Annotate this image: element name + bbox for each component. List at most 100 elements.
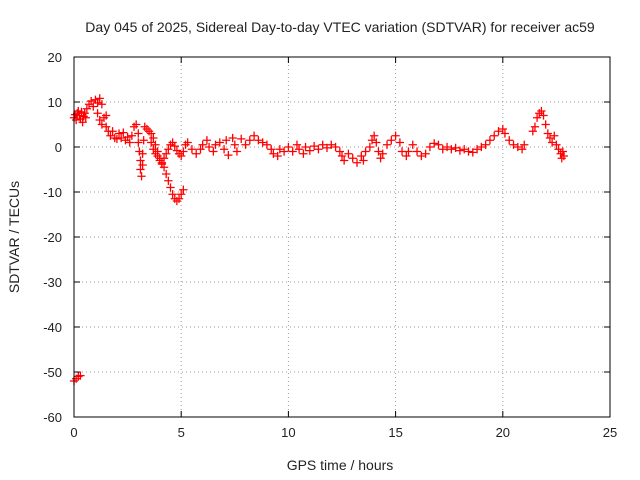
data-point (331, 142, 340, 152)
data-point (348, 154, 357, 163)
data-point (119, 128, 128, 137)
data-point (301, 142, 310, 152)
data-point (112, 134, 122, 144)
plot-frame (73, 56, 611, 418)
data-point (232, 147, 242, 156)
data-point (545, 133, 555, 143)
data-point (528, 127, 537, 136)
data-point (168, 190, 177, 199)
data-point (498, 124, 507, 134)
data-point (177, 190, 186, 199)
data-point (367, 136, 377, 145)
data-point (222, 136, 231, 145)
data-point (151, 140, 160, 149)
data-point (262, 140, 272, 149)
y-tick-label: -40 (43, 320, 62, 335)
data-point (412, 147, 422, 156)
data-point (95, 94, 104, 103)
data-point (127, 131, 137, 140)
data-point (147, 138, 156, 147)
data-point (550, 131, 559, 140)
y-tick-label: -60 (43, 410, 62, 425)
data-point (451, 143, 460, 153)
data-point (159, 154, 169, 163)
data-point (455, 146, 465, 155)
data-point (532, 113, 542, 122)
data-point (74, 106, 83, 116)
data-point (174, 194, 184, 203)
data-point (228, 133, 237, 143)
data-point (558, 147, 567, 156)
data-point (177, 151, 186, 161)
data-point (93, 109, 102, 118)
data-point (447, 145, 456, 154)
data-point (95, 115, 104, 125)
data-point (370, 131, 379, 140)
data-point (224, 150, 233, 160)
data-point (147, 129, 156, 138)
data-point (337, 151, 347, 161)
data-point (559, 151, 569, 161)
data-point (125, 138, 134, 147)
data-point (196, 145, 205, 154)
y-tick-label: 20 (48, 50, 62, 65)
y-tick-label: -30 (43, 275, 62, 290)
data-point (237, 134, 246, 144)
data-point (97, 120, 107, 129)
data-point (230, 140, 239, 149)
y-tick-label: -20 (43, 230, 62, 245)
y-axis-label: SDTVAR / TECUs (6, 181, 22, 293)
data-point (359, 156, 368, 165)
data-point (425, 142, 435, 152)
data-point (157, 159, 167, 169)
data-point (408, 140, 417, 149)
data-point (123, 132, 132, 142)
data-point (421, 149, 430, 158)
x-tick-label: 10 (281, 425, 295, 440)
data-point (202, 136, 212, 145)
data-point (245, 136, 254, 145)
x-tick-label: 0 (70, 425, 77, 440)
data-point (139, 136, 148, 145)
data-point (485, 136, 495, 145)
data-point (164, 176, 173, 185)
data-point (378, 149, 387, 158)
data-point (468, 148, 477, 157)
data-point (305, 146, 314, 155)
data-point (269, 149, 278, 158)
x-tick-label: 5 (178, 425, 185, 440)
data-point (314, 145, 323, 154)
data-point (318, 140, 327, 149)
data-point (138, 149, 147, 158)
data-point (335, 147, 345, 156)
data-point (97, 100, 107, 109)
data-point (299, 149, 308, 158)
data-point (279, 147, 289, 156)
data-point (258, 138, 267, 147)
data-point (275, 145, 284, 154)
data-point (442, 142, 452, 152)
data-point (464, 147, 473, 156)
data-point (294, 145, 304, 154)
data-point (183, 138, 192, 147)
data-point (81, 113, 90, 122)
data-point (490, 131, 499, 140)
chart-title: Day 045 of 2025, Sidereal Day-to-day VTE… (85, 19, 595, 35)
y-tick-label: 0 (55, 140, 62, 155)
data-point (500, 129, 510, 138)
data-point (361, 147, 370, 156)
data-point (543, 129, 552, 138)
data-point (132, 120, 141, 129)
data-point (552, 140, 561, 149)
data-point (357, 151, 366, 161)
data-point (149, 145, 158, 154)
data-point (134, 138, 143, 147)
data-point (138, 160, 147, 170)
data-point (267, 145, 276, 154)
data-points (69, 94, 569, 386)
grid-lines (74, 57, 610, 417)
data-point (162, 169, 171, 179)
y-tick-label: -50 (43, 365, 62, 380)
data-point (430, 139, 439, 148)
data-point (82, 104, 92, 113)
